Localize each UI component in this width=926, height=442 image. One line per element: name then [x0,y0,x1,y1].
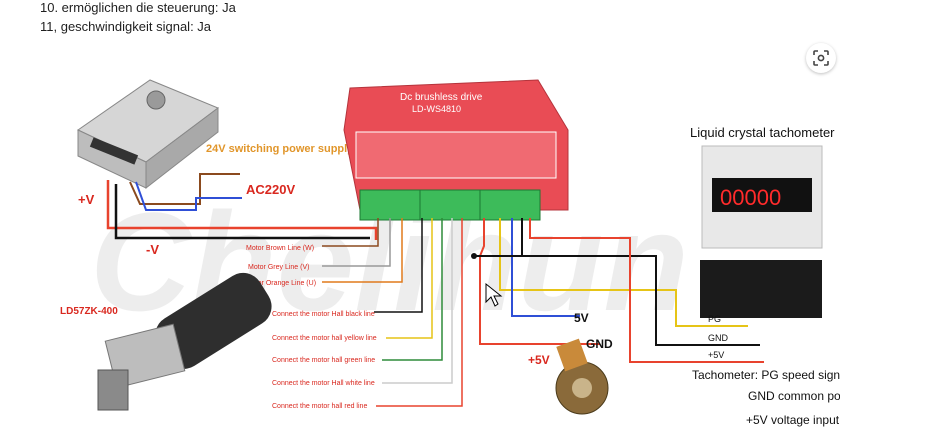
tacho-title: Liquid crystal tachometer [690,125,835,140]
driver-title: Dc brushless drive [400,92,483,103]
note-pg: Tachometer: PG speed signal [692,368,840,382]
note-gnd: GND common port [748,389,840,403]
potentiometer [555,338,609,415]
driver-model: LD-WS4810 [412,104,461,114]
hall-black: Connect the motor Hall black line [272,311,375,318]
tacho-gnd: GND [708,333,729,343]
visual-search-icon [813,50,829,66]
motor-image [97,272,272,411]
wiring-diagram: Chelihun 24V switching power supply AC22… [60,79,840,427]
hall-red: Connect the motor hall red line [272,403,367,410]
text-line-2: 11, geschwindigkeit signal: Ja [40,19,212,34]
pot-plus5v: +5V [528,353,550,367]
tacho-5v: +5V [708,350,724,360]
hall-green: Connect the motor hall green line [272,357,375,364]
tacho-pg: PG [708,314,721,324]
plus-v-label: +V [78,192,95,207]
motor-line-grey: Motor Grey Line (V) [248,264,309,271]
motor-model: LD57ZK-400 [60,306,118,317]
hall-white: Connect the motor Hall white line [272,380,375,387]
ac-label: AC220V [246,182,295,197]
note-5v: +5V voltage input [746,413,840,427]
mouse-cursor-icon [485,282,503,307]
psu-label: 24V switching power supply [206,143,354,155]
text-line-1: 10. ermöglichen die steuerung: Ja [40,0,236,15]
driver-box [343,79,569,221]
pot-gnd: GND [586,337,613,351]
motor-line-brown: Motor Brown Line (W) [246,245,314,252]
pot-5v: 5V [574,311,589,325]
visual-search-button[interactable] [806,43,836,73]
hall-yellow: Connect the motor hall yellow line [272,335,377,342]
tacho-display: 00000 [720,185,781,210]
power-supply [77,79,220,190]
motor-line-orange: Motor Orange Line (U) [246,280,316,287]
minus-v-label: -V [146,242,159,257]
